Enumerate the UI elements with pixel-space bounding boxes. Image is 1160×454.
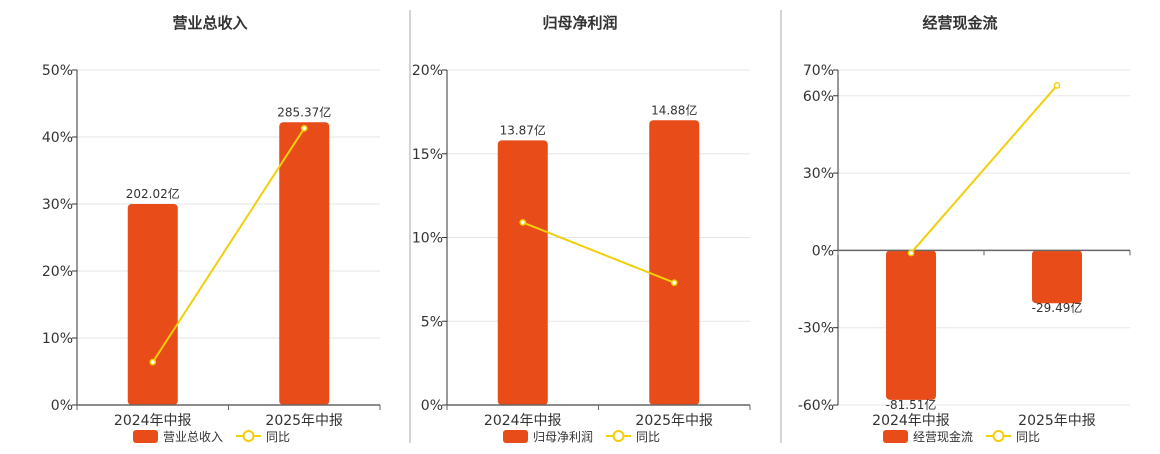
- y-tick-label: -30%: [798, 321, 834, 337]
- x-tick-label: 2025年中报: [265, 413, 343, 429]
- legend-label-line: 同比: [1016, 430, 1040, 444]
- y-tick-label: 0%: [812, 243, 834, 259]
- x-tick-label: 2024年中报: [114, 413, 192, 429]
- y-tick-label: 10%: [42, 331, 73, 347]
- x-tick-label: 2025年中报: [635, 413, 713, 429]
- y-tick-label: 15%: [412, 147, 443, 163]
- yoy-line: [910, 84, 1058, 254]
- y-tick-label: 30%: [42, 197, 73, 213]
- bar-data-label: -29.49亿: [1032, 300, 1083, 315]
- legend-label-bar: 经营现金流: [913, 429, 973, 444]
- x-tick-label: 2024年中报: [484, 413, 562, 429]
- legend: 经营现金流 同比: [883, 429, 1040, 444]
- y-tick-label: 60%: [803, 89, 834, 105]
- legend-label-bar: 营业总收入: [163, 430, 223, 444]
- legend-label-line: 同比: [636, 430, 660, 444]
- y-tick-label: -60%: [798, 398, 834, 414]
- bar-data-label: 202.02亿: [126, 186, 180, 201]
- yoy-point: [300, 124, 308, 132]
- yoy-line: [522, 221, 675, 284]
- yoy-point: [670, 279, 678, 287]
- legend: 归母净利润 同比: [503, 430, 660, 444]
- x-tick-label: 2025年中报: [1018, 413, 1096, 429]
- y-tick-label: 30%: [803, 166, 834, 182]
- yoy-point: [149, 358, 157, 366]
- bar-data-label: 14.88亿: [651, 102, 697, 117]
- chart-panel-1: 营业总收入 0% 10% 20% 30% 40% 50% 202.02亿 285.37亿 2024…: [42, 14, 381, 444]
- bar: [649, 120, 700, 405]
- legend-swatch-bar: [133, 430, 158, 443]
- yoy-point: [519, 219, 527, 226]
- chart-panel-3: 经营现金流 -60% -30% 0% 30% 60% 70% -81.51亿 -29.49亿 20…: [798, 14, 1131, 444]
- legend-swatch-marker: [242, 430, 255, 442]
- legend-label-line: 同比: [266, 430, 290, 444]
- yoy-line: [151, 127, 306, 363]
- chart-title: 归母净利润: [542, 14, 617, 32]
- y-tick-label: 0%: [51, 398, 73, 414]
- y-tick-label: 0%: [421, 398, 443, 414]
- legend-swatch-bar: [883, 430, 908, 443]
- y-tick-label: 70%: [803, 63, 834, 79]
- y-tick-label: 20%: [412, 63, 443, 79]
- y-tick-label: 10%: [412, 231, 443, 247]
- chart-title: 营业总收入: [172, 14, 247, 32]
- legend-label-bar: 归母净利润: [533, 430, 593, 444]
- y-tick-label: 40%: [42, 130, 73, 146]
- bar-data-label: 13.87亿: [500, 122, 546, 137]
- y-tick-label: 5%: [421, 314, 443, 330]
- y-tick-label: 50%: [42, 63, 73, 79]
- legend-swatch-marker: [612, 430, 625, 442]
- bar: [127, 204, 178, 405]
- bar-data-label: -81.51亿: [886, 397, 937, 412]
- chart-panel-2: 归母净利润 0% 5% 10% 15% 20% 13.87亿 14.88亿 2024年中报 202…: [412, 14, 751, 444]
- bar: [279, 122, 330, 405]
- yoy-point: [1053, 82, 1061, 89]
- chart-title: 经营现金流: [922, 14, 997, 32]
- x-tick-label: 2024年中报: [872, 413, 950, 429]
- legend-swatch-bar: [503, 430, 528, 443]
- bar: [886, 250, 936, 400]
- bar: [1032, 250, 1082, 304]
- y-tick-label: 20%: [42, 264, 73, 280]
- yoy-point: [907, 249, 915, 257]
- legend-swatch-marker: [992, 430, 1005, 442]
- legend: 营业总收入 同比: [133, 430, 290, 444]
- bar: [497, 140, 548, 405]
- bar-data-label: 285.37亿: [277, 104, 331, 119]
